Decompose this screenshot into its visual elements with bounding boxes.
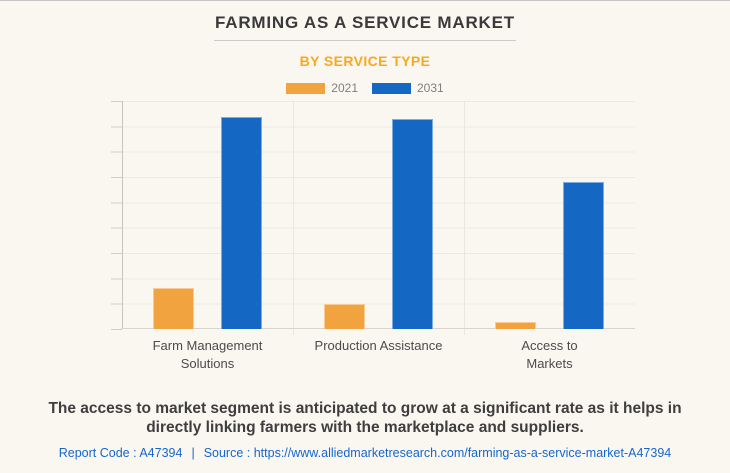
chart-title: FARMING AS A SERVICE MARKET <box>215 13 515 32</box>
legend-item-2021[interactable]: 2021 <box>286 81 358 95</box>
x-label-access-to-markets: Access to Markets <box>521 338 578 371</box>
legend-item-2031[interactable]: 2031 <box>372 81 444 95</box>
bar-2031-farm-management-solutions[interactable] <box>221 117 262 329</box>
plot-area <box>111 101 635 335</box>
footer-note-line1: The access to market segment is anticipa… <box>48 400 682 417</box>
source-label: Source : <box>203 446 251 460</box>
x-label-production-assistance: Production Assistance <box>314 338 443 353</box>
report-line: Report Code : A47394 | Source : https://ww… <box>0 446 730 460</box>
legend: 2021 2031 <box>0 81 730 95</box>
horizontal-gridlines <box>122 101 635 329</box>
title-divider <box>214 40 516 41</box>
y-axis-line <box>122 101 123 329</box>
bar-2021-access-to-markets[interactable] <box>495 322 536 329</box>
legend-label-2021: 2021 <box>331 81 358 95</box>
bar-2021-farm-management-solutions[interactable] <box>153 288 194 329</box>
chart-subtitle: BY SERVICE TYPE <box>299 53 431 69</box>
x-axis-labels: Farm Management Solutions Production Assi… <box>122 337 635 377</box>
legend-label-2031: 2031 <box>417 81 444 95</box>
y-axis-ticks <box>111 101 122 330</box>
category-divider-1 <box>293 101 294 335</box>
report-code: Report Code : A47394 <box>58 446 183 460</box>
legend-swatch-2021-icon <box>286 82 326 94</box>
bar-2031-production-assistance[interactable] <box>392 119 433 329</box>
bar-2021-production-assistance[interactable] <box>324 304 365 329</box>
x-label-farm-management-solutions: Farm Management Solutions <box>152 338 263 371</box>
category-divider-2 <box>464 101 465 335</box>
footer-note-line2: directly linking farmers with the market… <box>146 419 584 436</box>
x-axis-line <box>121 328 635 329</box>
legend-swatch-2031-icon <box>372 82 411 94</box>
bar-2031-access-to-markets[interactable] <box>563 182 604 329</box>
footer-note: The access to market segment is anticipa… <box>25 399 705 437</box>
source-url-link[interactable]: https://www.alliedmarketresearch.com/far… <box>253 446 672 460</box>
report-separator: | <box>191 446 195 460</box>
